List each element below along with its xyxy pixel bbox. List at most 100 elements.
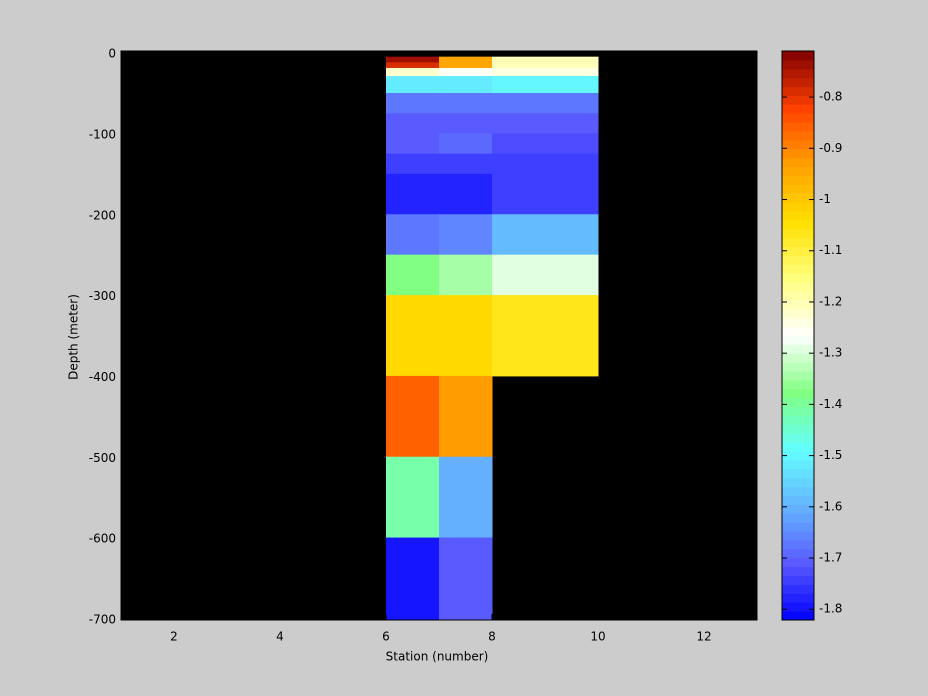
y-tick-label: -100 bbox=[89, 128, 116, 142]
x-axis-label: Station (number) bbox=[386, 650, 489, 664]
x-tick-label: 4 bbox=[276, 630, 284, 644]
colorbar-swatch bbox=[782, 291, 814, 301]
colorbar-swatch bbox=[782, 148, 814, 159]
colorbar-swatch bbox=[782, 246, 814, 256]
y-tick-label: -300 bbox=[89, 289, 116, 303]
heatmap-cell bbox=[439, 62, 493, 69]
colorbar-swatch bbox=[782, 139, 814, 150]
colorbar-swatch bbox=[782, 219, 814, 230]
heatmap-cell bbox=[492, 153, 599, 175]
heatmap-cell bbox=[439, 254, 493, 296]
colorbar-swatch bbox=[782, 459, 814, 470]
colorbar-swatch bbox=[782, 477, 814, 488]
heatmap-cell bbox=[386, 67, 440, 77]
colorbar-swatch bbox=[782, 353, 814, 363]
colorbar-swatch bbox=[782, 95, 814, 105]
heatmap-cell bbox=[386, 153, 440, 175]
colorbar-tick-label: -0.9 bbox=[819, 141, 842, 155]
colorbar-swatch bbox=[782, 442, 814, 452]
heatmap-cell bbox=[492, 93, 599, 114]
colorbar-swatch bbox=[782, 531, 814, 541]
colorbar-swatch bbox=[782, 406, 814, 417]
colorbar-tick-label: -1.6 bbox=[819, 499, 842, 513]
heatmap-cell bbox=[439, 295, 493, 377]
colorbar-swatch bbox=[782, 326, 814, 336]
colorbar-swatch bbox=[782, 433, 814, 443]
colorbar-swatch bbox=[782, 211, 814, 221]
colorbar-swatch bbox=[782, 131, 814, 141]
colorbar-swatch bbox=[782, 513, 814, 523]
colorbar-swatch bbox=[782, 522, 814, 532]
heatmap-cell bbox=[492, 133, 599, 155]
colorbar-swatch bbox=[782, 193, 814, 203]
heatmap-cell bbox=[386, 537, 440, 621]
colorbar-swatch bbox=[782, 157, 814, 168]
heatmap-cell bbox=[439, 537, 493, 621]
colorbar-tick-label: -0.8 bbox=[819, 90, 842, 104]
colorbar-swatch bbox=[782, 504, 814, 514]
colorbar-tick-label: -1.3 bbox=[819, 346, 842, 360]
heatmap-cell bbox=[386, 93, 440, 114]
heatmap-cell bbox=[492, 67, 599, 77]
x-tick-label: 6 bbox=[382, 630, 390, 644]
heatmap-cell bbox=[492, 76, 599, 94]
heatmap-cell bbox=[386, 76, 440, 94]
colorbar-swatch bbox=[782, 77, 814, 88]
colorbar-swatch bbox=[782, 228, 814, 239]
heatmap-cell bbox=[386, 456, 440, 539]
colorbar-swatch bbox=[782, 548, 814, 559]
colorbar-swatch bbox=[782, 317, 814, 328]
colorbar-tick-label: -1.7 bbox=[819, 551, 842, 565]
x-tick-label: 12 bbox=[696, 630, 711, 644]
heatmap-cell bbox=[386, 62, 440, 69]
colorbar-swatch bbox=[782, 255, 814, 265]
heatmap-cell bbox=[492, 62, 599, 69]
colorbar-swatch bbox=[782, 362, 814, 372]
colorbar-tick-label: -1.2 bbox=[819, 294, 842, 308]
heatmap-cell bbox=[439, 214, 493, 256]
heatmap-cell bbox=[439, 153, 493, 175]
heatmap-cell bbox=[439, 173, 493, 215]
x-tick-label: 2 bbox=[170, 630, 178, 644]
heatmap-cell bbox=[492, 254, 599, 296]
colorbar-swatch bbox=[782, 335, 814, 345]
colorbar-swatch bbox=[782, 584, 814, 594]
colorbar-swatch bbox=[782, 371, 814, 381]
heatmap-cell bbox=[492, 295, 599, 377]
colorbar-swatch bbox=[782, 184, 814, 194]
colorbar-swatch bbox=[782, 175, 814, 185]
colorbar-swatch bbox=[782, 451, 814, 461]
colorbar-frame bbox=[781, 50, 815, 621]
colorbar-swatch bbox=[782, 344, 814, 354]
colorbar-swatch bbox=[782, 86, 814, 96]
y-tick-label: -500 bbox=[89, 451, 116, 465]
colorbar-swatch bbox=[782, 68, 814, 79]
heatmap-cell bbox=[386, 295, 440, 377]
y-tick-label: -200 bbox=[89, 208, 116, 222]
heatmap-cell bbox=[492, 173, 599, 215]
heatmap-cell bbox=[439, 67, 493, 77]
heatmap-cell bbox=[439, 113, 493, 134]
colorbar-tick-label: -1.4 bbox=[819, 397, 842, 411]
heatmap-cell bbox=[386, 113, 440, 134]
colorbar-swatch bbox=[782, 202, 814, 212]
colorbar-swatch bbox=[782, 299, 814, 310]
colorbar-tick-label: -1.8 bbox=[819, 602, 842, 616]
heatmap-cell bbox=[386, 214, 440, 256]
heatmap-cell bbox=[439, 456, 493, 539]
colorbar-swatch bbox=[782, 282, 814, 292]
colorbar-tick-label: -1.1 bbox=[819, 243, 842, 257]
heatmap-cell bbox=[492, 113, 599, 134]
colorbar-swatch bbox=[782, 379, 814, 390]
heatmap-cell bbox=[386, 254, 440, 296]
colorbar-swatch bbox=[782, 237, 814, 248]
y-tick-label: 0 bbox=[108, 47, 116, 61]
y-axis-label: Depth (meter) bbox=[67, 294, 81, 380]
heatmap-cell bbox=[439, 133, 493, 155]
colorbar-swatch bbox=[782, 557, 814, 568]
colorbar-swatch bbox=[782, 593, 814, 603]
colorbar-swatch bbox=[782, 575, 814, 585]
heatmap-cell bbox=[386, 56, 440, 63]
colorbar-swatch bbox=[782, 566, 814, 577]
